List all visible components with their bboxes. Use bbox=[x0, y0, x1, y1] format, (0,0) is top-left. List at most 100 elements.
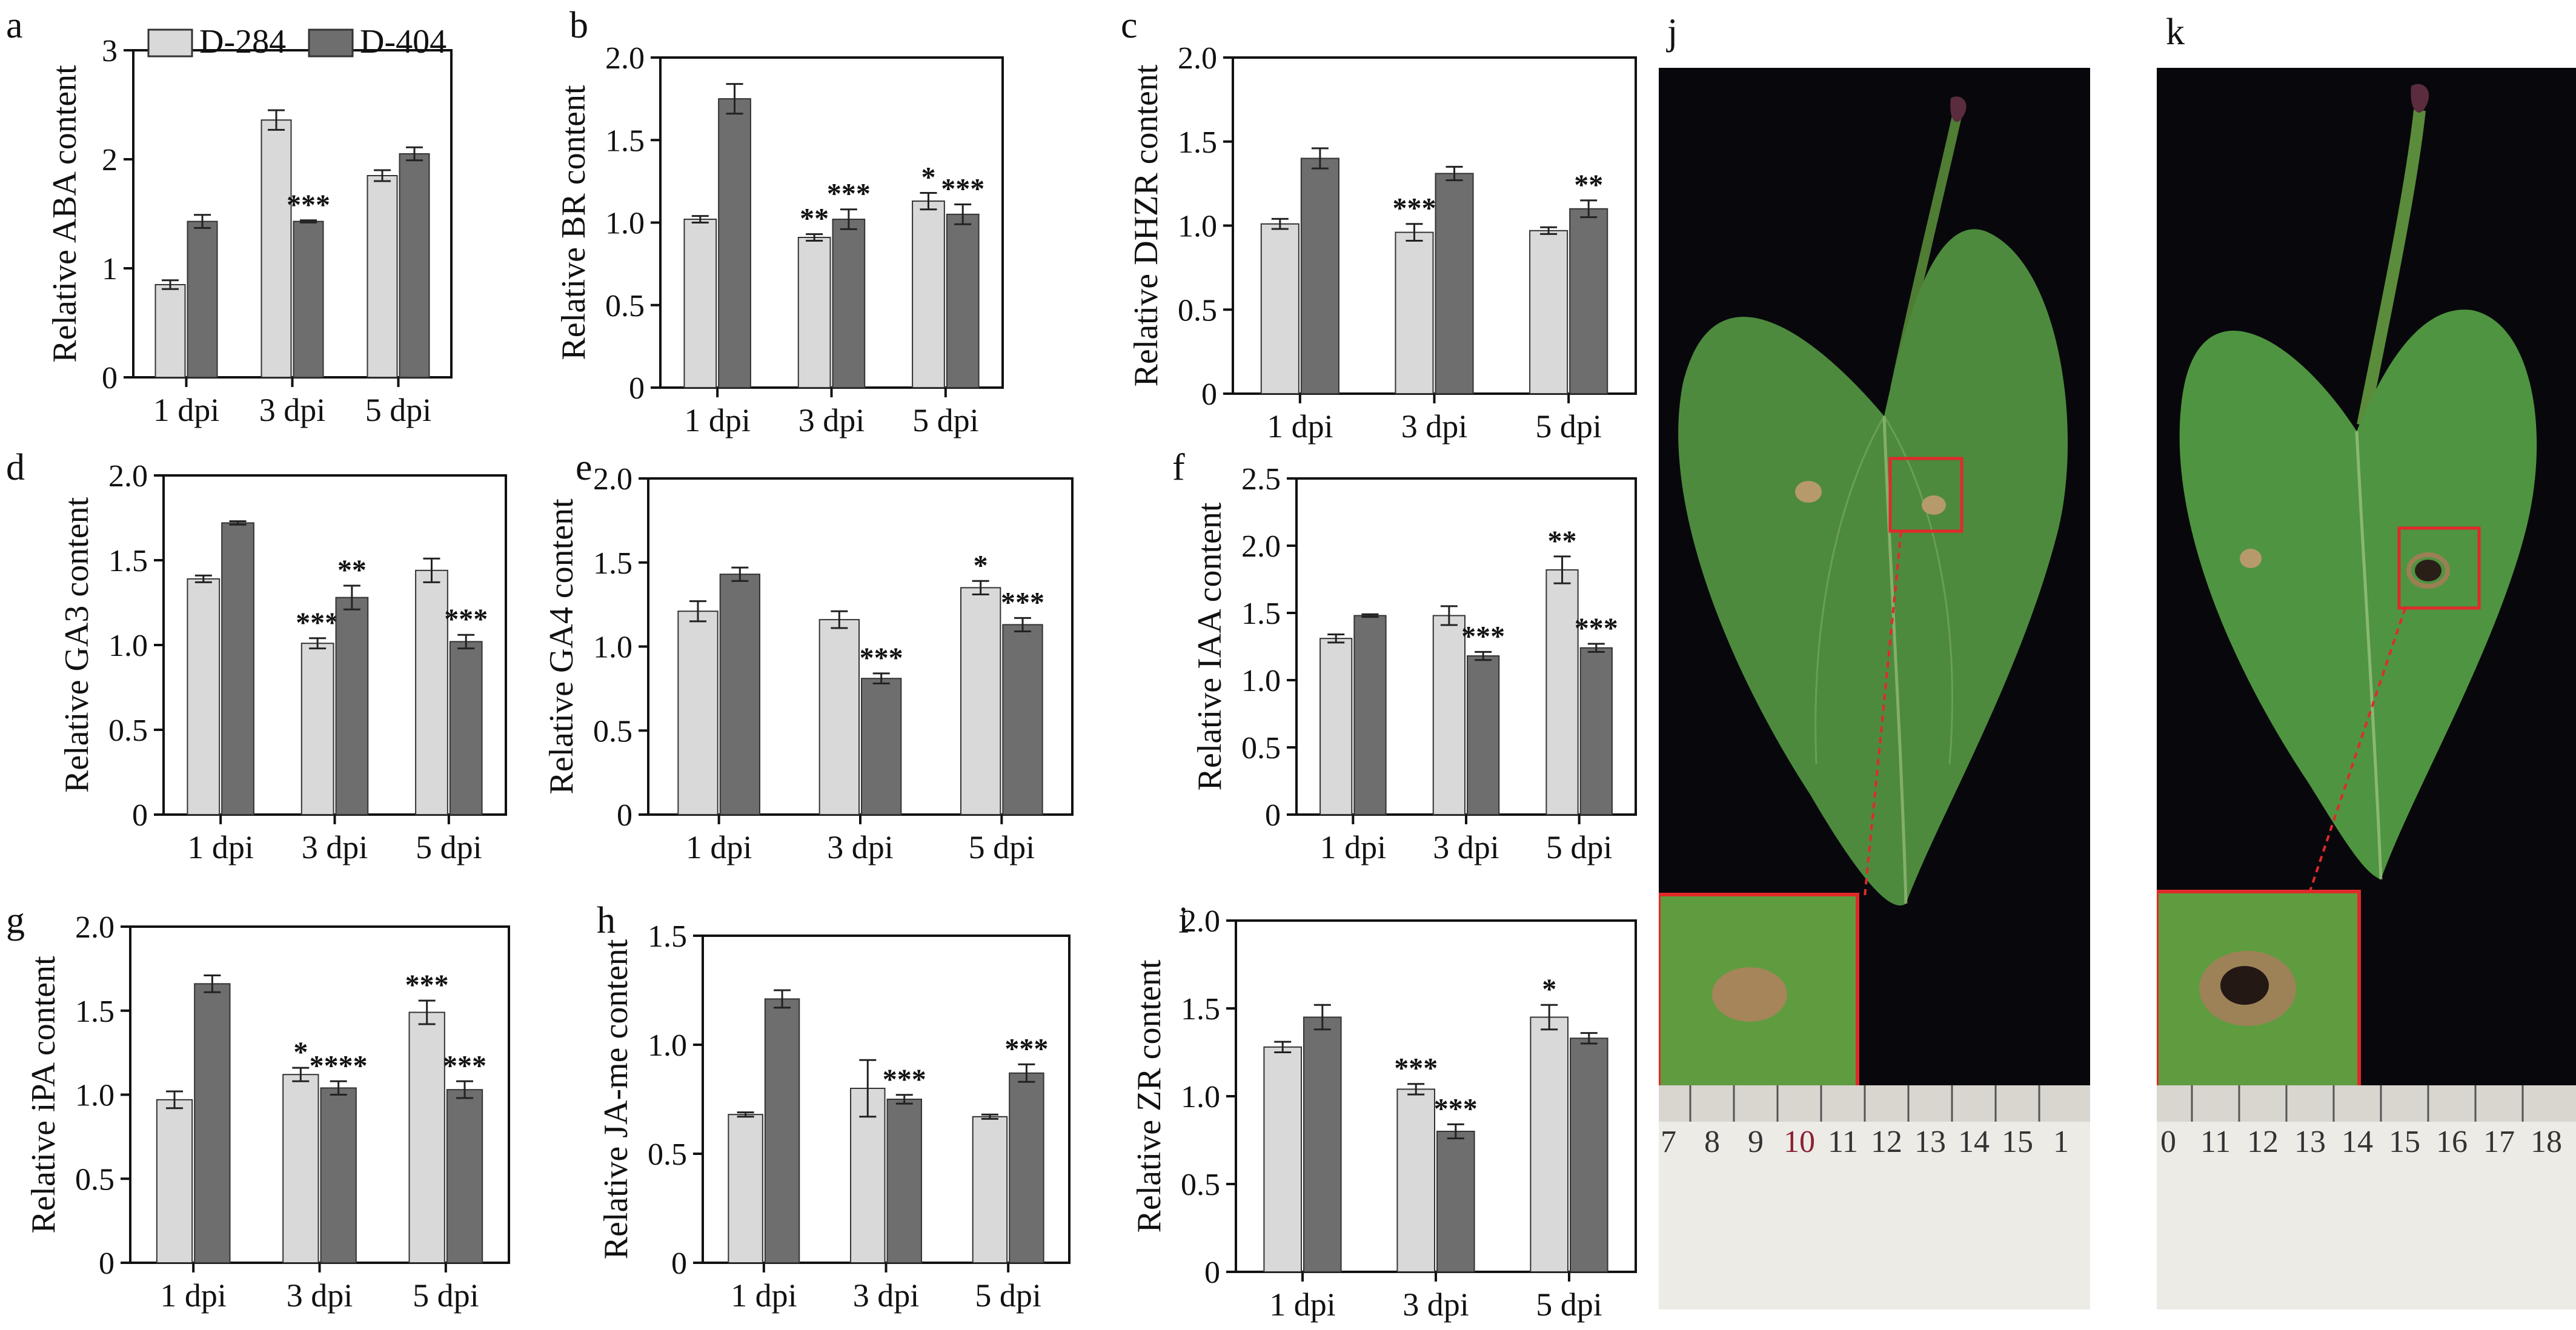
panel-letter-d: d bbox=[6, 447, 25, 488]
y-tick-label: 0.5 bbox=[648, 1137, 687, 1172]
y-tick-label: 0 bbox=[99, 1246, 115, 1281]
y-tick-label: 1 bbox=[102, 252, 118, 286]
bar-d404 bbox=[446, 1089, 483, 1264]
y-tick-label: 1.0 bbox=[1181, 1080, 1220, 1114]
legend-swatch bbox=[147, 28, 193, 58]
bar-d284 bbox=[1263, 1046, 1302, 1273]
bar-d284 bbox=[187, 578, 221, 815]
bar-d404 bbox=[1436, 1131, 1475, 1272]
x-tick-label: 5 dpi bbox=[365, 392, 432, 428]
y-tick-label: 1.0 bbox=[605, 207, 645, 241]
y-axis-label: Relative JA-me content bbox=[597, 939, 635, 1259]
bar-d404 bbox=[293, 220, 324, 378]
y-tick-label: 1.0 bbox=[648, 1028, 687, 1063]
y-tick-label: 1.5 bbox=[1241, 597, 1281, 631]
y-tick-label: 1.0 bbox=[108, 629, 148, 663]
bar-d404 bbox=[832, 219, 866, 388]
chart-panel-i: i 0 0.5 1.0 1.5 2.0 Relative ZR content 1 dpi 3 … bbox=[1130, 900, 1637, 1323]
bar-d284 bbox=[912, 200, 945, 388]
y-tick-label: 1.0 bbox=[75, 1079, 115, 1113]
bar-d284 bbox=[677, 610, 719, 815]
x-tick-label: 3 dpi bbox=[302, 829, 368, 865]
significance-marker: *** bbox=[1575, 612, 1618, 644]
y-tick-label: 0 bbox=[1265, 798, 1281, 833]
y-tick-label: 0 bbox=[629, 371, 645, 406]
significance-marker: ** bbox=[1548, 525, 1577, 557]
legend: D-284 D-404 bbox=[147, 23, 446, 61]
significance-marker: *** bbox=[1394, 1053, 1438, 1085]
panel-letter-a: a bbox=[6, 5, 23, 46]
y-tick-label: 0 bbox=[1204, 1256, 1220, 1290]
ruler-label: 12 bbox=[1871, 1125, 1902, 1159]
y-tick-label: 0.5 bbox=[108, 713, 148, 748]
x-tick-label: 1 dpi bbox=[731, 1277, 797, 1314]
significance-marker: *** bbox=[860, 642, 903, 674]
y-axis-label: Relative DHZR content bbox=[1127, 64, 1165, 386]
x-tick-label: 1 dpi bbox=[1320, 829, 1387, 865]
bar-d404 bbox=[1300, 157, 1339, 394]
bar-d284 bbox=[367, 175, 398, 378]
x-tick-label: 5 dpi bbox=[975, 1277, 1041, 1314]
ruler-ticks-k: 0 11 12 13 14 15 16 17 18 bbox=[2160, 1085, 2562, 1159]
x-tick-label: 1 dpi bbox=[1269, 1286, 1336, 1323]
bar-d284 bbox=[282, 1074, 319, 1263]
significance-marker: **** bbox=[310, 1050, 368, 1082]
y-tick-label: 0 bbox=[1201, 377, 1217, 412]
bar-d284 bbox=[1545, 569, 1579, 816]
y-axis-label: Relative IAA content bbox=[1191, 502, 1229, 790]
bar-d404 bbox=[1353, 615, 1387, 815]
chart-panel-h: h 0 0.5 1.0 1.5 Relative JA-me content 1 dpi 3 … bbox=[597, 900, 1071, 1314]
bar-d284 bbox=[1395, 231, 1434, 394]
ruler-label: 16 bbox=[2436, 1125, 2468, 1159]
chart-panel-c: c 0 0.5 1.0 1.5 2.0 Relative DHZR content 1 dpi… bbox=[1121, 5, 1637, 445]
legend-label: D-404 bbox=[360, 23, 446, 61]
x-tick-label: 1 dpi bbox=[153, 392, 220, 428]
significance-marker: *** bbox=[827, 178, 871, 210]
x-tick-label: 3 dpi bbox=[798, 402, 865, 438]
bar-d404 bbox=[1435, 173, 1474, 394]
y-tick-label: 0.5 bbox=[1241, 731, 1281, 766]
bar-d404 bbox=[861, 678, 902, 815]
significance-marker: ** bbox=[1574, 169, 1603, 201]
significance-marker: *** bbox=[405, 969, 449, 1001]
leaf-photo-j: 7 8 9 10 11 12 13 14 15 1 bbox=[1659, 68, 2090, 1309]
bar-d404 bbox=[764, 998, 800, 1264]
x-tick-label: 3 dpi bbox=[259, 392, 326, 428]
y-tick-label: 2.0 bbox=[593, 462, 632, 497]
y-axis-label: Relative GA4 content bbox=[543, 498, 580, 795]
significance-marker: *** bbox=[1392, 193, 1436, 225]
y-tick-label: 2.0 bbox=[108, 459, 148, 494]
significance-marker: *** bbox=[1001, 586, 1044, 618]
legend-swatch bbox=[308, 28, 354, 58]
y-tick-label: 2.0 bbox=[1181, 904, 1220, 939]
y-tick-label: 2 bbox=[102, 143, 118, 177]
ruler-label: 18 bbox=[2531, 1125, 2562, 1159]
y-tick-label: 1.5 bbox=[648, 919, 687, 954]
panel-letter-i: i bbox=[1178, 900, 1189, 941]
significance-marker: *** bbox=[444, 603, 488, 635]
bar-d404 bbox=[886, 1099, 922, 1263]
bar-d284 bbox=[261, 119, 292, 378]
x-tick-label: 5 dpi bbox=[1546, 829, 1613, 865]
y-axis-label: Relative BR content bbox=[555, 85, 593, 360]
x-tick-label: 5 dpi bbox=[969, 829, 1035, 865]
chart-panel-f: f 0 0.5 1.0 1.5 2.0 2.5 Relative IAA content 1 d… bbox=[1172, 447, 1637, 865]
bar-d404 bbox=[449, 641, 483, 816]
y-tick-label: 3 bbox=[102, 34, 118, 68]
y-tick-label: 0.5 bbox=[75, 1162, 115, 1197]
x-tick-label: 5 dpi bbox=[912, 402, 979, 438]
y-axis-label: Relative ZR content bbox=[1130, 959, 1168, 1232]
ruler-label: 15 bbox=[2002, 1125, 2033, 1159]
x-tick-label: 5 dpi bbox=[1535, 408, 1602, 445]
bar-d404 bbox=[335, 597, 369, 815]
bar-d284 bbox=[300, 643, 334, 815]
significance-marker: * bbox=[293, 1036, 308, 1068]
significance-marker: ** bbox=[800, 203, 829, 235]
bar-d404 bbox=[718, 98, 751, 388]
x-tick-label: 1 dpi bbox=[686, 829, 752, 865]
y-axis-label: Relative ABA content bbox=[46, 65, 84, 363]
x-tick-label: 3 dpi bbox=[1401, 408, 1468, 445]
y-tick-label: 0 bbox=[671, 1246, 687, 1281]
ruler-ticks-j: 7 8 9 10 11 12 13 14 15 1 bbox=[1661, 1085, 2069, 1159]
x-tick-label: 3 dpi bbox=[853, 1277, 920, 1314]
